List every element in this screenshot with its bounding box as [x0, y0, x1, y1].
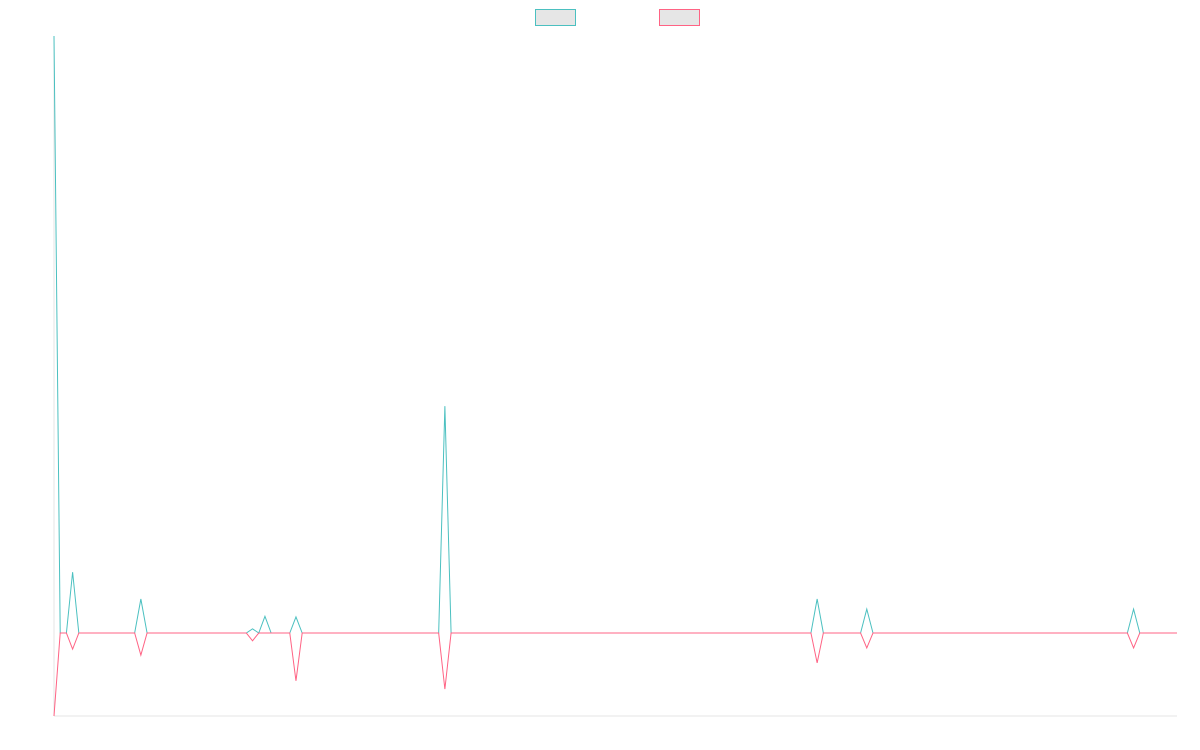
- series-line: [53, 35, 1177, 634]
- legend-swatch[interactable]: [659, 9, 700, 26]
- series-line: [53, 632, 1177, 717]
- legend-swatch[interactable]: [535, 9, 576, 26]
